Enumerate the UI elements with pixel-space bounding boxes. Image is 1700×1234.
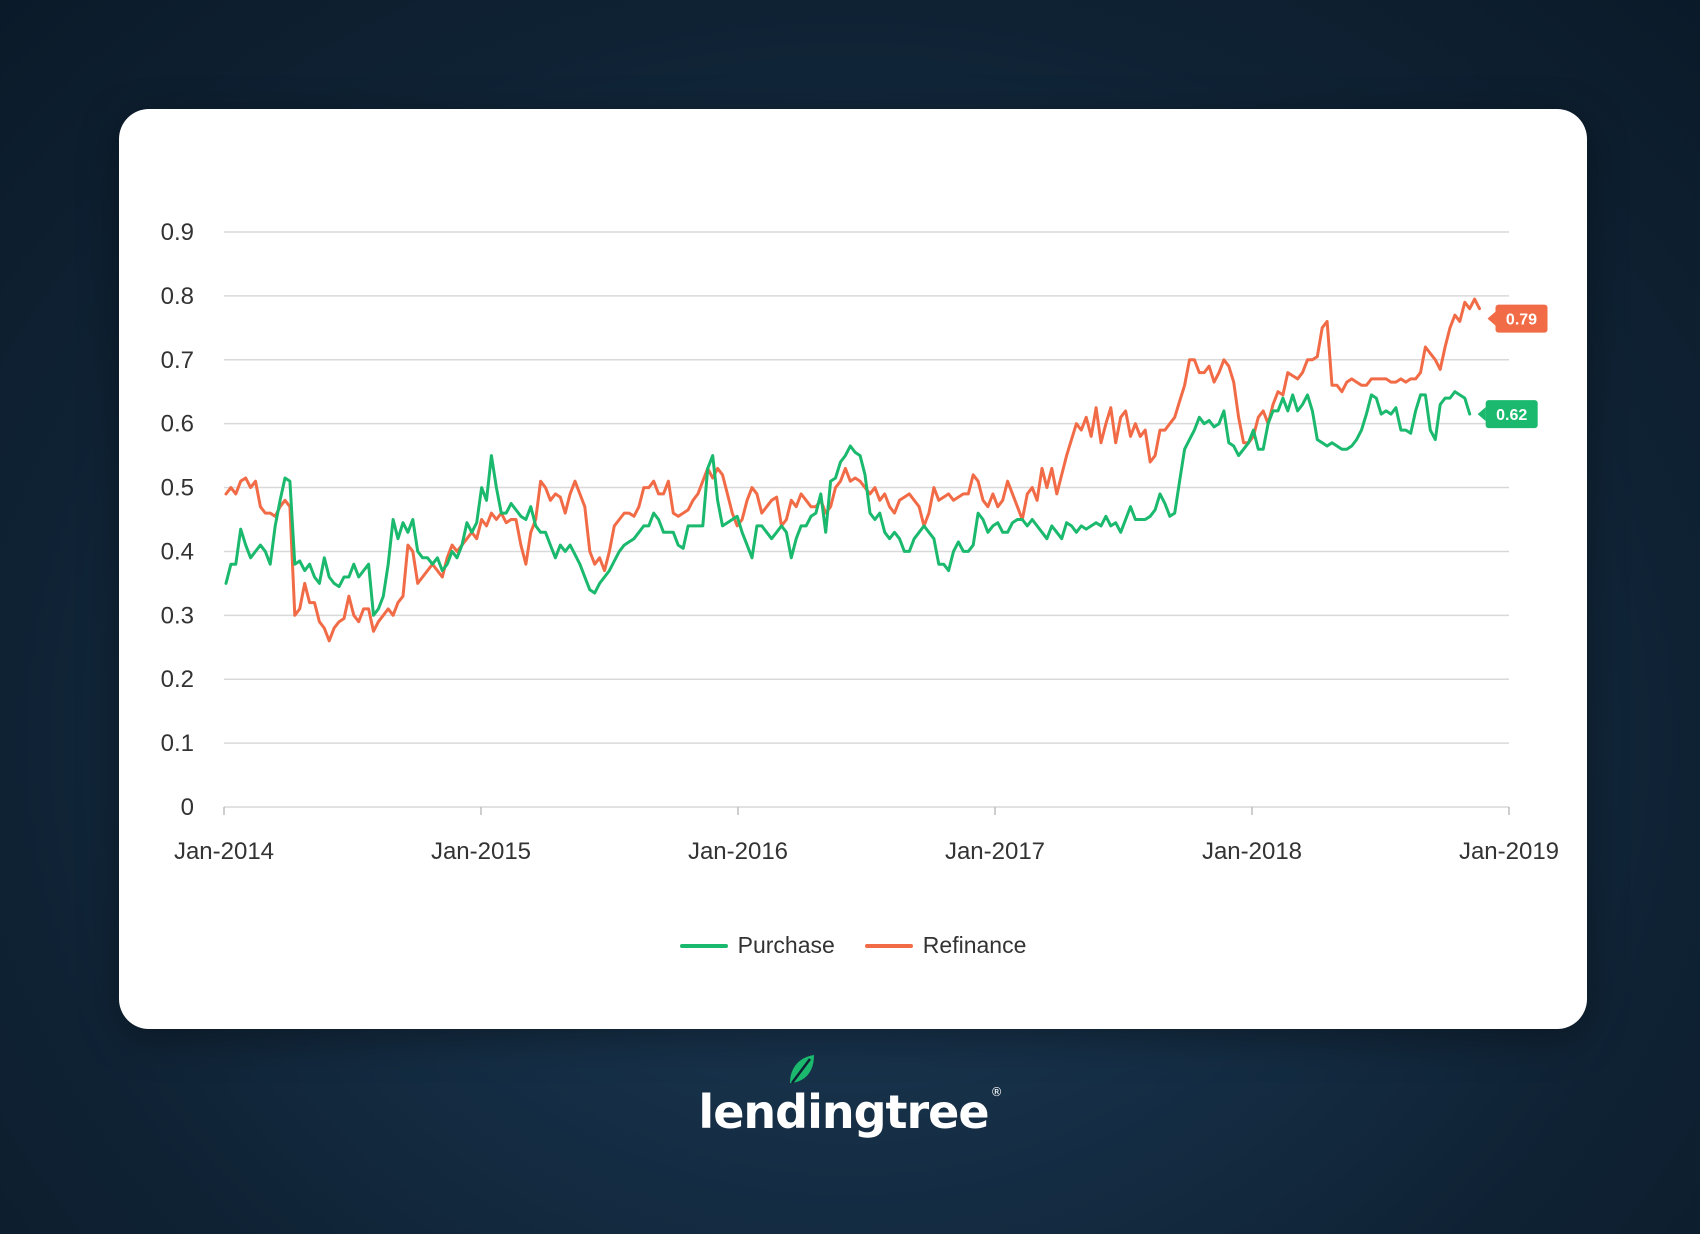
y-tick-label: 0.7 <box>161 347 194 374</box>
end-label-value: 0.79 <box>1506 312 1537 329</box>
purchase-swatch <box>679 943 728 948</box>
x-tick-label: Jan-2017 <box>945 838 1045 865</box>
x-tick-label: Jan-2018 <box>1202 838 1302 865</box>
legend-label-refinance: Refinance <box>922 932 1027 958</box>
end-label-pointer <box>1477 407 1486 422</box>
y-tick-label: 0.3 <box>161 602 194 629</box>
end-label-badge <box>1485 400 1538 429</box>
line-chart: 0 0.1 0.2 0.3 0.4 0.5 0.6 0.7 0.8 0.9 Jan-2014 Jan-… <box>161 219 1559 865</box>
series-line-refinance <box>224 297 1481 643</box>
y-tick-label: 0.6 <box>161 411 194 438</box>
logo-wordmark: lendingtree ® <box>698 1055 1003 1139</box>
y-tick-label: 0.9 <box>161 219 194 246</box>
y-tick-label: 0.5 <box>161 475 194 502</box>
y-tick-label: 0 <box>181 794 194 821</box>
lendingtree-logo: lendingtree ® <box>0 1055 1700 1139</box>
logo-registered-mark: ® <box>990 1085 1003 1099</box>
legend-label-purchase: Purchase <box>737 932 835 958</box>
legend-item-purchase[interactable]: Purchase <box>679 932 835 959</box>
end-label-value: 0.62 <box>1496 407 1527 424</box>
end-label-pointer <box>1487 311 1496 326</box>
chart-card: 0 0.1 0.2 0.3 0.4 0.5 0.6 0.7 0.8 0.9 Jan-2014 Jan-… <box>119 109 1587 1029</box>
y-tick-label: 0.1 <box>161 730 194 757</box>
y-tick-label: 0.4 <box>161 538 194 565</box>
y-tick-label: 0.2 <box>161 666 194 693</box>
end-label-badge <box>1495 304 1548 333</box>
chart-legend: Purchase Refinance <box>119 932 1587 959</box>
series-line-purchase <box>224 390 1472 617</box>
x-tick-label: Jan-2016 <box>688 838 788 865</box>
logo-text: lendingtree <box>698 1085 989 1139</box>
x-tick-label: Jan-2014 <box>174 838 274 865</box>
x-tick-label: Jan-2015 <box>431 838 531 865</box>
x-tick-label: Jan-2019 <box>1459 838 1559 865</box>
legend-item-refinance[interactable]: Refinance <box>864 932 1027 959</box>
y-tick-label: 0.8 <box>161 283 194 310</box>
leaf-icon <box>790 1055 815 1084</box>
refinance-swatch <box>864 943 913 948</box>
